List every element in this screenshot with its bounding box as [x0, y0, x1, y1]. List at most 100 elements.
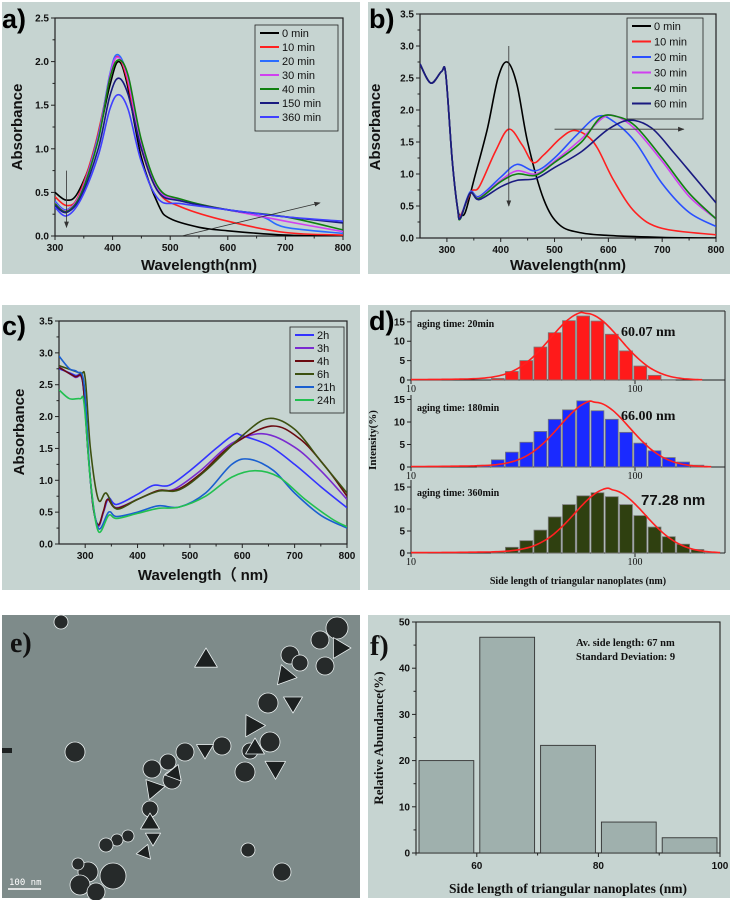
histogram-bar — [547, 332, 562, 381]
statistics-annotation: Av. side length: 67 nm — [576, 638, 675, 649]
series-line-24h — [59, 389, 347, 534]
x-tick-label: 800 — [339, 551, 356, 562]
x-tick-label: 300 — [77, 551, 94, 562]
y-tick-label: 5 — [399, 356, 405, 367]
fit-peak-label: 60.07 nm — [621, 325, 676, 340]
histogram-bar — [661, 837, 718, 854]
triangular-nanoplate — [283, 696, 303, 714]
triangular-nanoplate — [145, 832, 161, 847]
histogram-bar — [590, 410, 605, 468]
y-tick-label: 5 — [399, 440, 405, 451]
y-tick-label: 2.0 — [39, 412, 53, 423]
legend-label: 60 min — [654, 99, 687, 111]
nanoparticle — [212, 736, 232, 756]
nanoparticle — [99, 862, 127, 890]
histogram-bar — [540, 744, 596, 854]
histogram-bar — [647, 374, 662, 381]
y-axis-title: Relative Abundance(%) — [371, 671, 386, 804]
y-tick-label: 1.5 — [35, 101, 49, 112]
histogram-bar — [605, 418, 619, 468]
triangular-nanoplate — [145, 779, 166, 801]
panel-c: 300 400 500 600 700 800 0.0 0.5 1.0 1.5 2.0 2.5 3.0 3… — [2, 305, 360, 590]
histogram-bar — [633, 515, 648, 554]
fit-peak-label: 66.00 nm — [621, 409, 676, 424]
panel-label: d) — [369, 306, 394, 336]
y-tick-label: 0.5 — [35, 188, 49, 199]
x-tick-label: 400 — [104, 243, 121, 254]
histogram-bar — [605, 333, 619, 381]
nanoparticle — [98, 837, 114, 853]
x-tick-label: 500 — [162, 243, 179, 254]
y-tick-label: 1.0 — [39, 476, 53, 487]
lognormal-fit-curve — [410, 311, 703, 381]
x-tick-label: 60 — [471, 861, 483, 872]
histogram-bar — [479, 636, 536, 854]
x-tick-label: 100 — [628, 471, 643, 482]
legend-label: 4h — [317, 356, 329, 368]
y-tick-label: 3.5 — [39, 317, 53, 328]
scale-bar-label: 100 nm — [9, 878, 42, 888]
nanoparticle — [71, 857, 85, 871]
y-tick-label: 20 — [399, 756, 411, 767]
series-lines — [420, 61, 716, 238]
x-tick-label: 800 — [708, 245, 725, 256]
legend-box — [289, 326, 345, 414]
tem-image: 100 nm e) — [2, 614, 360, 900]
legend-label: 40 min — [654, 83, 687, 95]
y-tick-label: 50 — [399, 618, 411, 629]
y-tick-label: 15 — [394, 395, 406, 406]
y-tick-label: 0.0 — [400, 234, 414, 245]
nanoparticle — [272, 862, 292, 882]
x-axis-title: Side length of triangular nanoplates (nm… — [490, 576, 666, 587]
x-tick-label: 800 — [335, 243, 352, 254]
x-tick-label: 300 — [47, 243, 64, 254]
histogram-bar — [605, 496, 619, 554]
histogram-bar — [576, 400, 590, 468]
histogram-bar — [576, 495, 590, 554]
legend-label: 3h — [317, 343, 329, 355]
histogram-bar — [600, 821, 657, 854]
y-tick-label: 15 — [394, 317, 406, 328]
panel-label: f) — [370, 631, 389, 662]
triangular-nanoplate — [140, 812, 160, 830]
histogram-bar — [547, 418, 562, 468]
triangular-nanoplate — [196, 744, 214, 760]
legend-box — [254, 24, 339, 132]
nanoparticle — [291, 654, 309, 672]
y-tick-label: 0.0 — [39, 540, 53, 551]
legend-label: 2h — [317, 330, 329, 342]
x-tick-label: 600 — [219, 243, 236, 254]
y-tick-label: 1.5 — [39, 444, 53, 455]
triangular-nanoplate — [245, 737, 265, 755]
histogram-bar — [562, 409, 576, 468]
legend-label: 360 min — [282, 112, 321, 124]
histogram-bar — [619, 504, 633, 554]
x-tick-label: 10 — [406, 471, 416, 482]
triangular-nanoplate — [245, 714, 266, 738]
y-tick-label: 2.0 — [400, 106, 414, 117]
legend-label: 10 min — [654, 37, 687, 49]
x-tick-label: 400 — [492, 245, 509, 256]
histogram-bar — [590, 492, 605, 554]
nanoparticle — [315, 656, 335, 676]
y-tick-label: 30 — [399, 710, 411, 721]
y-tick-label: 3.0 — [39, 348, 53, 359]
panel-a: 300 400 500 600 700 800 0.0 0.5 1.0 1.5 2.0 2.5 0 mi… — [2, 2, 360, 274]
series-line-21h — [59, 355, 347, 530]
y-tick-label: 10 — [394, 418, 406, 429]
legend-label: 150 min — [282, 98, 321, 110]
nanoparticle — [159, 753, 177, 771]
subplot-3: 0 5 10 15 10 100 aging time: 360min 77.28 nm — [394, 480, 725, 568]
nanoparticle — [53, 614, 69, 630]
y-tick-label: 2.5 — [35, 14, 49, 25]
histogram-bar — [533, 346, 548, 381]
lognormal-fit-curve — [411, 487, 721, 554]
y-tick-label: 15 — [394, 483, 406, 494]
histogram-bar — [647, 450, 662, 468]
y-tick-label: 0 — [399, 376, 405, 387]
legend: 0 min 10 min 20 min 30 min 40 min 150 min 360 … — [254, 24, 339, 132]
fit-peak-label: 77.28 nm — [641, 492, 705, 509]
triangular-nanoplate — [333, 637, 352, 659]
